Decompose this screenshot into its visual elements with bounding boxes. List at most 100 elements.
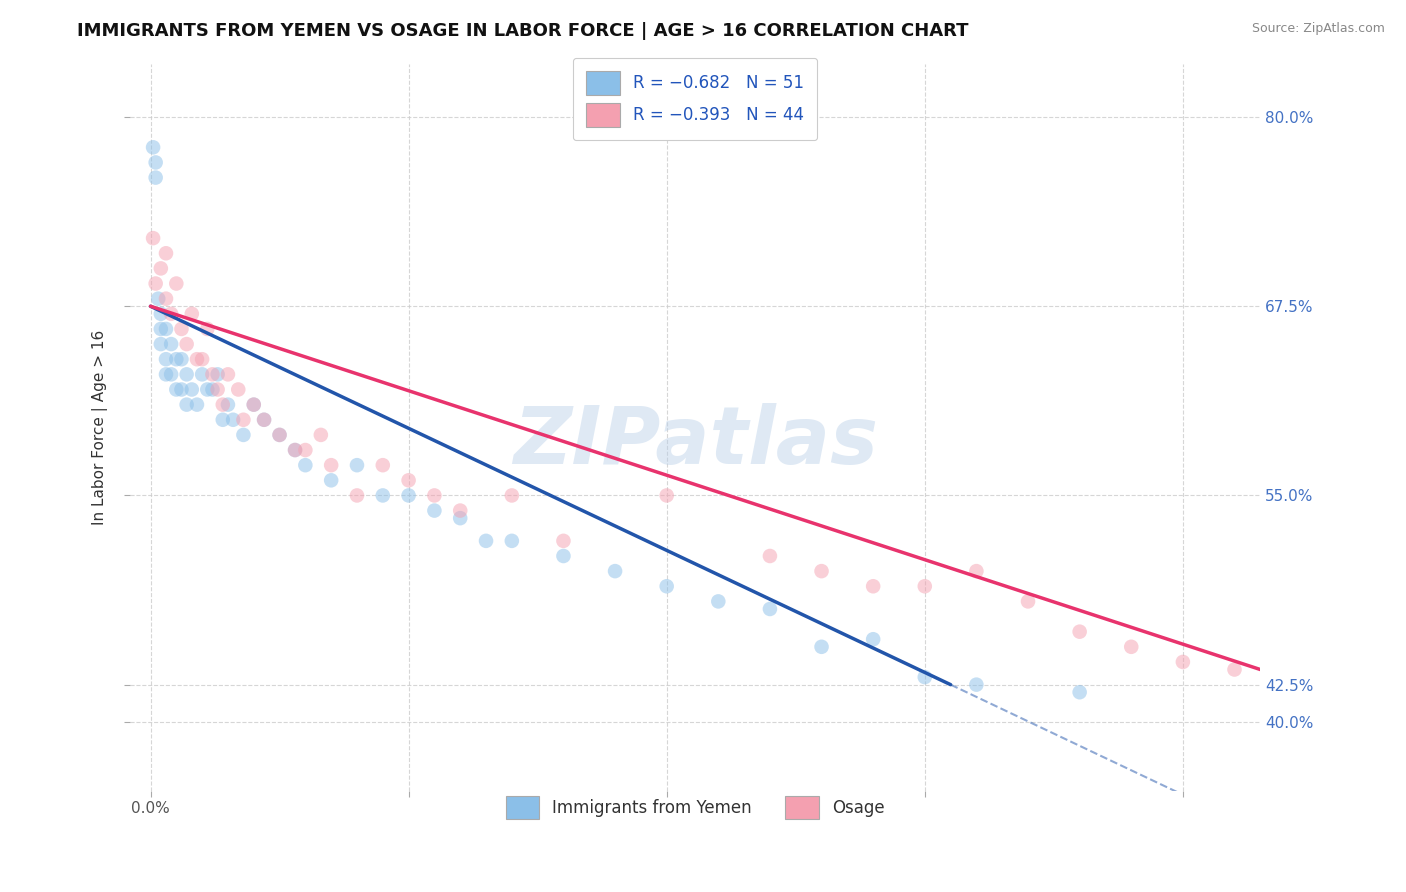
Point <box>284 443 307 458</box>
Point <box>423 488 446 502</box>
Point <box>371 488 394 502</box>
Point <box>309 428 332 442</box>
Point <box>186 398 208 412</box>
Point <box>914 579 936 593</box>
Text: IMMIGRANTS FROM YEMEN VS OSAGE IN LABOR FORCE | AGE > 16 CORRELATION CHART: IMMIGRANTS FROM YEMEN VS OSAGE IN LABOR … <box>77 22 969 40</box>
Point <box>170 322 193 336</box>
Point <box>149 261 172 276</box>
Point <box>160 307 183 321</box>
Point <box>170 383 193 397</box>
Point <box>165 277 187 291</box>
Point <box>180 307 202 321</box>
Point <box>1223 663 1246 677</box>
Point <box>810 640 832 654</box>
Point <box>294 458 316 472</box>
Point <box>284 443 307 458</box>
Point <box>145 277 167 291</box>
Point <box>294 443 316 458</box>
Point <box>253 413 276 427</box>
Point <box>142 140 165 154</box>
Point <box>176 337 198 351</box>
Point <box>155 322 177 336</box>
Point <box>655 488 678 502</box>
Point <box>195 383 218 397</box>
Point <box>603 564 626 578</box>
Point <box>269 428 291 442</box>
Point <box>232 428 254 442</box>
Point <box>398 488 420 502</box>
Point <box>475 533 498 548</box>
Point <box>398 473 420 487</box>
Point <box>707 594 730 608</box>
Point <box>155 246 177 260</box>
Point <box>655 579 678 593</box>
Point <box>165 383 187 397</box>
Point <box>222 413 245 427</box>
Point <box>232 413 254 427</box>
Point <box>170 352 193 367</box>
Point <box>195 322 218 336</box>
Point <box>253 413 276 427</box>
Point <box>269 428 291 442</box>
Point <box>145 155 167 169</box>
Point <box>149 307 172 321</box>
Point <box>965 678 987 692</box>
Point <box>862 579 884 593</box>
Point <box>217 398 239 412</box>
Point <box>176 368 198 382</box>
Point <box>346 458 368 472</box>
Point <box>449 503 471 517</box>
Y-axis label: In Labor Force | Age > 16: In Labor Force | Age > 16 <box>93 330 108 525</box>
Point <box>501 488 523 502</box>
Point <box>148 292 170 306</box>
Point <box>810 564 832 578</box>
Point <box>1121 640 1143 654</box>
Point <box>217 368 239 382</box>
Point <box>321 458 343 472</box>
Point <box>191 368 214 382</box>
Point <box>914 670 936 684</box>
Point <box>149 322 172 336</box>
Point <box>321 473 343 487</box>
Point <box>201 383 224 397</box>
Point <box>165 352 187 367</box>
Point <box>155 352 177 367</box>
Point <box>191 352 214 367</box>
Point <box>553 533 575 548</box>
Point <box>1069 685 1091 699</box>
Point <box>1069 624 1091 639</box>
Point <box>423 503 446 517</box>
Point <box>759 602 782 616</box>
Point <box>176 398 198 412</box>
Point <box>759 549 782 563</box>
Point <box>207 368 229 382</box>
Point <box>186 352 208 367</box>
Point <box>160 368 183 382</box>
Point <box>242 398 264 412</box>
Point <box>449 511 471 525</box>
Point <box>1017 594 1039 608</box>
Point <box>149 337 172 351</box>
Point <box>145 170 167 185</box>
Point <box>160 337 183 351</box>
Point <box>211 413 233 427</box>
Point <box>155 292 177 306</box>
Text: Source: ZipAtlas.com: Source: ZipAtlas.com <box>1251 22 1385 36</box>
Point <box>1171 655 1194 669</box>
Point <box>371 458 394 472</box>
Point <box>553 549 575 563</box>
Point <box>965 564 987 578</box>
Legend: Immigrants from Yemen, Osage: Immigrants from Yemen, Osage <box>499 789 891 826</box>
Point <box>207 383 229 397</box>
Point <box>155 368 177 382</box>
Point <box>226 383 249 397</box>
Text: ZIPatlas: ZIPatlas <box>513 403 877 481</box>
Point <box>142 231 165 245</box>
Point <box>501 533 523 548</box>
Point <box>211 398 233 412</box>
Point <box>346 488 368 502</box>
Point <box>180 383 202 397</box>
Point <box>201 368 224 382</box>
Point <box>242 398 264 412</box>
Point <box>862 632 884 647</box>
